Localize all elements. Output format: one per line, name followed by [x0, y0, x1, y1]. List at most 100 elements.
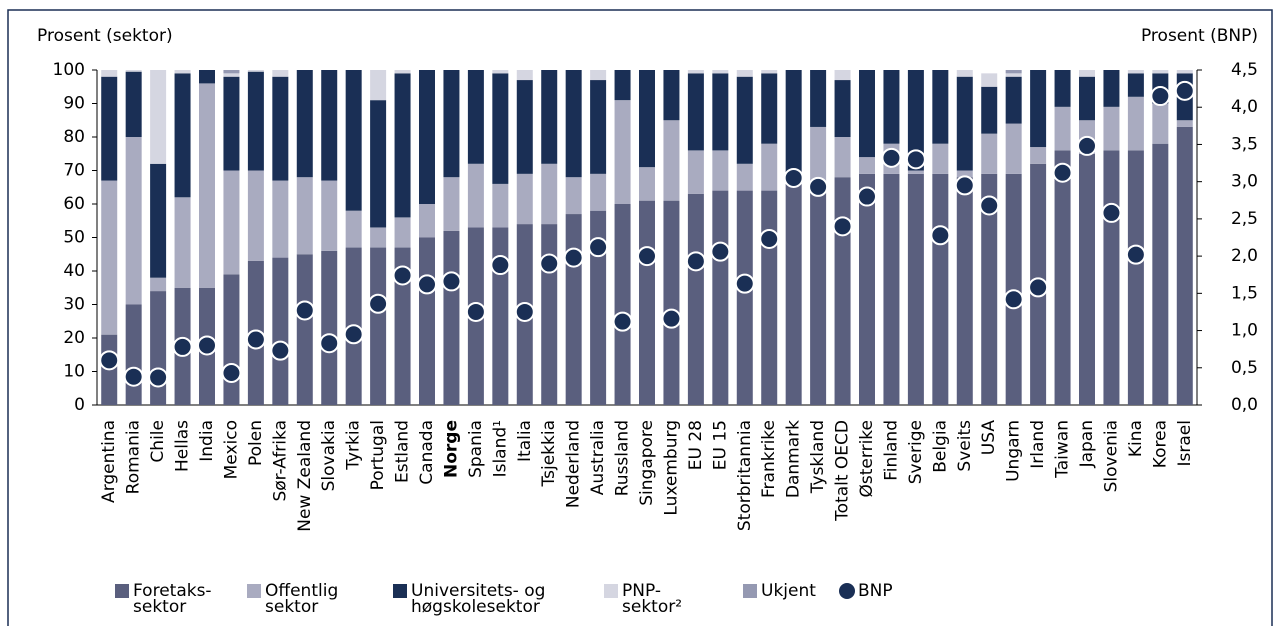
- bnp-dot: [417, 274, 437, 295]
- bar-segment: [272, 257, 289, 405]
- bar-segment: [150, 70, 167, 164]
- y2-tick-label: 4,5: [1231, 60, 1258, 80]
- bar-segment: [541, 70, 558, 164]
- bar-segment: [981, 86, 998, 134]
- bnp-dot: [490, 255, 511, 276]
- y-tick-label: 60: [63, 194, 85, 214]
- legend-swatch: [604, 584, 618, 598]
- bar-segment: [663, 120, 680, 201]
- bar-segment: [639, 200, 655, 405]
- x-tick-label: Belgia: [930, 420, 950, 473]
- bnp-dot: [1052, 162, 1073, 183]
- bar-segment: [394, 217, 411, 248]
- x-tick-label: Tyrkia: [344, 420, 364, 471]
- bar-segment: [834, 70, 851, 81]
- bar-segment: [907, 173, 924, 405]
- bar-segment: [272, 70, 289, 77]
- bnp-dot: [148, 367, 169, 388]
- bar-segment: [956, 76, 973, 171]
- bar-segment: [810, 70, 827, 127]
- legend-label-line: Foretaks-: [133, 581, 212, 601]
- legend-label-line: sektor: [133, 597, 186, 617]
- bnp-dot: [1077, 135, 1097, 156]
- bnp-dot: [612, 311, 633, 332]
- bar-segment: [101, 70, 118, 77]
- bar-segment: [565, 214, 582, 405]
- bnp-dot: [759, 228, 780, 249]
- bar-segment: [761, 190, 778, 405]
- bar-segment: [321, 250, 338, 405]
- bar-segment: [810, 183, 827, 405]
- y2-axis-title: Prosent (BNP): [1141, 26, 1258, 46]
- bnp-dot: [563, 247, 584, 268]
- bar-segment: [565, 177, 582, 215]
- bnp-dot: [514, 301, 535, 322]
- bar-segment: [1005, 70, 1022, 74]
- bar-segment: [370, 100, 387, 228]
- x-tick-label: Romania: [124, 420, 144, 494]
- bar-segment: [492, 183, 509, 228]
- legend-label-line: høgskolesektor: [411, 597, 540, 617]
- bar-segment: [223, 76, 240, 171]
- bar-segment: [394, 73, 411, 218]
- legend-label-line: Universitets- og: [411, 581, 545, 601]
- x-tick-label: Chile: [148, 420, 168, 463]
- bar-segment: [443, 177, 460, 231]
- bnp-dot: [123, 366, 144, 387]
- bar-segment: [834, 137, 851, 178]
- bar-segment: [1005, 123, 1022, 174]
- bar-segment: [492, 70, 509, 74]
- legend-swatch: [115, 584, 129, 598]
- bar-segment: [687, 150, 704, 194]
- bar-segment: [101, 76, 118, 181]
- bar-segment: [541, 224, 558, 405]
- bar-segment: [712, 190, 729, 405]
- bar-segment: [370, 247, 387, 405]
- x-tick-label: New Zealand: [295, 420, 315, 532]
- x-tick-label: Australia: [588, 420, 608, 495]
- bar-segment: [907, 170, 924, 174]
- legend-swatch: [393, 584, 407, 598]
- bnp-dot: [172, 336, 193, 357]
- legend-label-line: Ukjent: [761, 581, 816, 601]
- y-tick-label: 90: [63, 94, 85, 114]
- bar-segment: [419, 204, 435, 238]
- y2-tick-label: 1,0: [1231, 321, 1258, 341]
- bar-segment: [516, 80, 533, 174]
- bar-segment: [834, 80, 851, 137]
- bar-segment: [1152, 103, 1169, 144]
- bar-segment: [370, 70, 387, 101]
- bar-segment: [1079, 76, 1095, 121]
- x-tick-label: Østerrike: [857, 420, 877, 497]
- bar-segment: [761, 70, 778, 74]
- bar-segment: [1127, 150, 1144, 405]
- x-tick-label: Sveits: [955, 420, 975, 472]
- legend-label: Offentlig sektor: [265, 581, 338, 617]
- y-tick-label: 100: [53, 60, 85, 80]
- x-tick-label: USA: [979, 420, 999, 456]
- bnp-dot: [270, 340, 291, 361]
- bnp-dot: [710, 241, 731, 262]
- bar-segment: [1176, 120, 1193, 127]
- bar-segment: [174, 73, 191, 198]
- bar-segment: [223, 170, 240, 275]
- y2-tick-label: 3,0: [1231, 172, 1258, 192]
- bar-segment: [1152, 143, 1169, 405]
- bar-segment: [614, 204, 631, 405]
- y2-tick-label: 2,5: [1231, 209, 1258, 229]
- x-tick-label: Danmark: [784, 420, 804, 498]
- x-tick-label: Estland: [393, 420, 413, 483]
- y-tick-label: 20: [63, 328, 85, 348]
- bar-segment: [345, 70, 362, 211]
- bar-segment: [1152, 70, 1169, 74]
- bnp-dot: [368, 293, 389, 314]
- bar-segment: [1005, 73, 1022, 77]
- bar-segment: [834, 177, 851, 405]
- bar-segment: [516, 173, 533, 225]
- bar-segment: [1176, 126, 1193, 405]
- bar-segment: [492, 73, 509, 184]
- x-tick-label: Storbritannia: [735, 420, 755, 531]
- bar-segment: [223, 73, 240, 77]
- bar-segment: [883, 173, 900, 405]
- bar-segment: [907, 70, 924, 171]
